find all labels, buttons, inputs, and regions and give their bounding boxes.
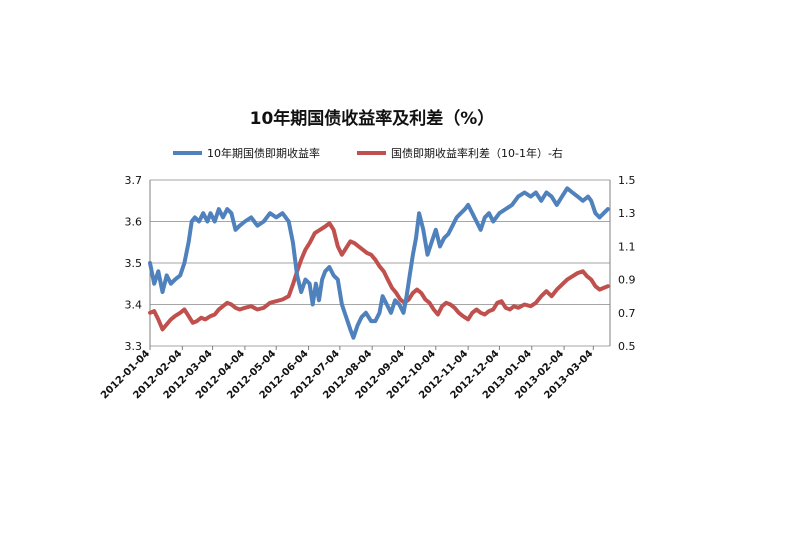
right-tick-label: 1.1 (618, 240, 636, 253)
left-tick-label: 3.7 (125, 174, 143, 187)
right-tick-label: 0.9 (618, 274, 636, 287)
right-axis: 0.5 0.7 0.9 1.1 1.3 1.5 (609, 174, 636, 353)
series-line-spread (148, 221, 610, 332)
legend: 10年期国债即期收益率 国债即期收益率利差（10-1年）-右 (173, 146, 563, 160)
legend-label-yield: 10年期国债即期收益率 (207, 146, 320, 160)
legend-label-spread: 国债即期收益率利差（10-1年）-右 (391, 146, 563, 160)
right-tick-label: 1.3 (618, 207, 636, 220)
left-tick-label: 3.4 (125, 299, 143, 312)
left-tick-label: 3.3 (125, 340, 143, 353)
x-axis: 2012-01-042012-02-042012-03-042012-04-04… (99, 346, 595, 401)
series-layer (148, 186, 610, 340)
left-axis: 3.3 3.4 3.5 3.6 3.7 (125, 174, 151, 353)
series-line-yield (148, 186, 610, 340)
gridlines (150, 179, 610, 347)
left-tick-label: 3.6 (125, 216, 143, 229)
right-tick-label: 0.5 (618, 340, 636, 353)
left-tick-label: 3.5 (125, 257, 143, 270)
right-tick-label: 0.7 (618, 307, 636, 320)
chart-title: 10年期国债收益率及利差（%） (250, 108, 495, 129)
right-tick-label: 1.5 (618, 174, 636, 187)
